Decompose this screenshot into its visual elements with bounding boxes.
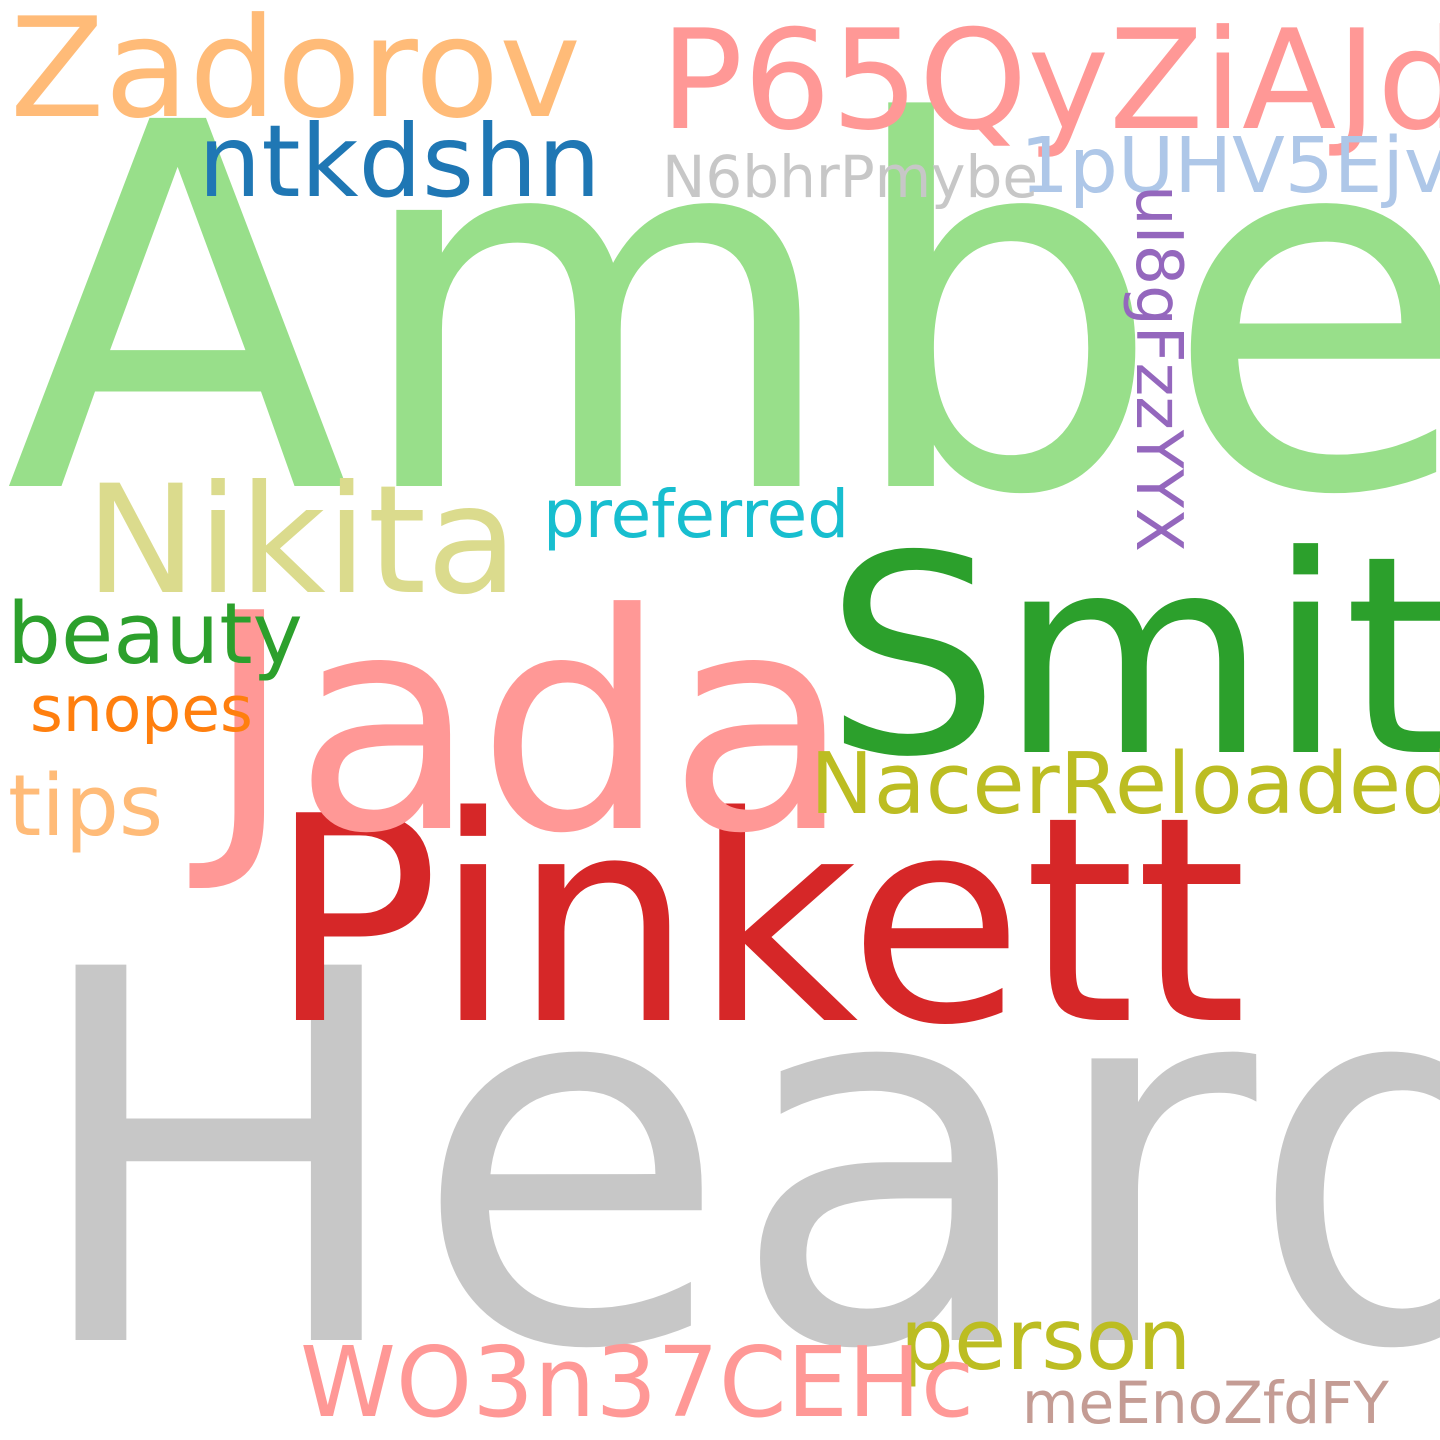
word-heard: Heard xyxy=(25,863,1440,1440)
word-preferred: preferred xyxy=(543,476,850,553)
word-p65qyziajd: P65QyZiAJd xyxy=(660,0,1440,161)
word-n6bhrpmybe: N6bhrPmybe xyxy=(662,143,1039,211)
word-wo3n37cehc: WO3n37CEHc xyxy=(300,1326,975,1439)
word-ntkdshn: ntkdshn xyxy=(198,103,601,220)
word-pinkett: Pinkett xyxy=(268,756,1248,1088)
word-ui8gfzzyyx: uI8gFzzYYX xyxy=(1121,185,1195,552)
word-snopes: snopes xyxy=(30,673,253,746)
word-amber: Amber xyxy=(5,18,1440,606)
word-beauty: beauty xyxy=(7,585,303,684)
word-tips: tips xyxy=(8,757,164,856)
word-person: person xyxy=(900,1291,1192,1390)
word-nacerreloaded: NacerReloaded xyxy=(810,735,1440,834)
word-nikita: Nikita xyxy=(85,454,519,628)
word-jada: Jada xyxy=(205,550,852,899)
word-1puhv5ejvo: 1pUHV5Ejvo xyxy=(1020,122,1440,211)
word-meenozfdfy: meEnoZfdFY xyxy=(1022,1369,1389,1437)
word-smit: Smit xyxy=(825,497,1440,817)
word-zadorov: Zadorov xyxy=(10,0,581,149)
